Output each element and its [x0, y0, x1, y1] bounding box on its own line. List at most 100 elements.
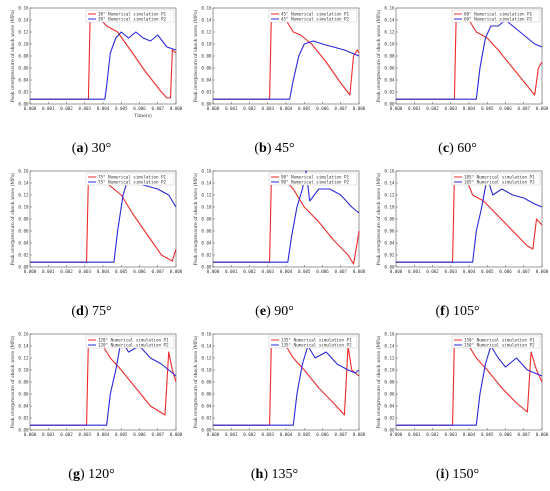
panel-letter: d [76, 304, 84, 319]
panel-paren-open: ( [254, 141, 260, 156]
x-tick-label: 0.002 [243, 106, 256, 111]
y-tick-label: 0.08 [18, 53, 29, 58]
y-axis-label: Peak overpressure of shock wave (MPa) [375, 9, 382, 102]
y-tick-label: 0.14 [201, 180, 212, 185]
y-tick-label: 0.14 [201, 343, 212, 348]
panel-caption: (h) 135° [183, 467, 366, 487]
x-tick-label: 0.000 [207, 432, 220, 437]
legend-box [268, 335, 358, 349]
panel-paren-open: ( [71, 141, 77, 156]
y-tick-label: 0.10 [201, 367, 212, 372]
x-tick-label: 0.005 [481, 269, 494, 274]
y-axis-label: Peak overpressure of shock wave (MPa) [9, 172, 16, 265]
x-tick-label: 0.000 [390, 106, 403, 111]
legend-entry: 90° Numerical simulation P2 [281, 179, 350, 184]
y-tick-label: 0.08 [384, 53, 395, 58]
x-tick-label: 0.006 [499, 432, 512, 437]
y-axis-label: Peak overpressure of shock wave (MPa) [192, 335, 199, 428]
y-tick-label: 0.06 [384, 391, 395, 396]
y-tick-label: 0.00 [18, 264, 29, 269]
panel-angle: ) 75° [83, 304, 112, 319]
y-tick-label: 0.00 [201, 427, 212, 432]
y-tick-label: 0.10 [384, 204, 395, 209]
legend-box [85, 335, 175, 349]
y-axis-label: Peak overpressure of shock wave (MPa) [192, 172, 199, 265]
y-tick-label: 0.00 [18, 427, 29, 432]
panel-paren-open: ( [71, 304, 77, 319]
series-line-p2 [30, 339, 177, 426]
panel-angle: ) 135° [263, 467, 299, 482]
x-tick-label: 0.006 [133, 106, 146, 111]
x-tick-label: 0.007 [334, 432, 347, 437]
x-tick-label: 0.006 [133, 269, 146, 274]
x-tick-label: 0.008 [170, 432, 183, 437]
x-axis-label: Time(s) [134, 112, 152, 119]
y-tick-label: 0.06 [201, 228, 212, 233]
y-tick-label: 0.00 [18, 101, 29, 106]
x-tick-label: 0.007 [151, 432, 164, 437]
x-tick-label: 0.002 [426, 269, 439, 274]
chart-panel: 0.00 0.02 0.04 0.06 0.08 0.10 0.12 0.14 0.16 0.00… [183, 0, 366, 163]
x-tick-label: 0.007 [334, 269, 347, 274]
x-tick-label: 0.000 [207, 106, 220, 111]
x-tick-label: 0.001 [408, 106, 421, 111]
panel-angle: ) 120° [79, 467, 115, 482]
y-tick-label: 0.12 [18, 192, 29, 197]
series-line-p2 [213, 170, 360, 263]
legend-entry: 90° Numerical simulation P1 [281, 174, 350, 179]
panel-paren-open: ( [435, 304, 441, 319]
x-tick-label: 0.002 [243, 432, 256, 437]
panel-angle: ) 90° [266, 304, 294, 319]
x-tick-label: 0.000 [207, 269, 220, 274]
x-tick-label: 0.003 [78, 269, 91, 274]
chart-panel: 0.00 0.02 0.04 0.06 0.08 0.10 0.12 0.14 0.16 0.00… [0, 163, 183, 326]
x-tick-label: 0.005 [298, 269, 311, 274]
x-tick-label: 0.004 [280, 269, 293, 274]
legend-entry: 150° Numerical simulation P1 [464, 337, 535, 342]
plot-frame [212, 170, 360, 268]
panel-letter: g [72, 467, 80, 482]
legend-entry: 75° Numerical simulation P1 [98, 174, 167, 179]
x-tick-label: 0.004 [463, 269, 476, 274]
y-tick-label: 0.16 [18, 331, 29, 336]
panel-letter: a [76, 141, 84, 156]
y-tick-label: 0.10 [18, 204, 29, 209]
y-tick-label: 0.04 [201, 403, 212, 408]
y-tick-label: 0.08 [18, 379, 29, 384]
chart-svg: 0.00 0.02 0.04 0.06 0.08 0.10 0.12 0.14 0.16 0.00… [192, 331, 366, 437]
x-tick-label: 0.007 [151, 106, 164, 111]
legend-box [85, 172, 175, 186]
y-tick-label: 0.12 [18, 355, 29, 360]
panel-letter: i [440, 467, 445, 482]
series-line-p1 [30, 176, 177, 263]
x-tick-label: 0.006 [316, 106, 329, 111]
x-tick-label: 0.003 [261, 269, 274, 274]
y-tick-label: 0.04 [384, 77, 395, 82]
series-line-p2 [396, 176, 543, 263]
y-axis-label: Peak overpressure of shock wave (MPa) [375, 335, 382, 428]
y-tick-label: 0.04 [384, 240, 395, 245]
x-tick-label: 0.004 [97, 432, 110, 437]
legend-entry: 45° Numerical simulation P1 [281, 11, 350, 16]
x-tick-label: 0.002 [60, 269, 73, 274]
y-tick-label: 0.04 [201, 240, 212, 245]
series-line-p1 [213, 176, 360, 265]
chart-panel: 0.00 0.02 0.04 0.06 0.08 0.10 0.12 0.14 0.16 0.00… [0, 326, 183, 489]
panel-caption: (c) 60° [366, 141, 549, 161]
x-tick-label: 0.008 [536, 269, 549, 274]
x-tick-label: 0.008 [170, 106, 183, 111]
chart-panel: 0.00 0.02 0.04 0.06 0.08 0.10 0.12 0.14 0.16 0.00… [0, 0, 183, 163]
chart-svg: 0.00 0.02 0.04 0.06 0.08 0.10 0.12 0.14 0.16 0.00… [192, 5, 366, 111]
x-tick-label: 0.003 [261, 106, 274, 111]
y-tick-label: 0.12 [201, 192, 212, 197]
legend-box [451, 9, 541, 23]
chart-panel: 0.00 0.02 0.04 0.06 0.08 0.10 0.12 0.14 0.16 0.00… [366, 326, 549, 489]
x-tick-label: 0.006 [499, 269, 512, 274]
x-tick-label: 0.005 [115, 106, 128, 111]
y-tick-label: 0.16 [384, 5, 395, 10]
y-tick-label: 0.12 [384, 29, 395, 34]
chart-svg: 0.00 0.02 0.04 0.06 0.08 0.10 0.12 0.14 0.16 0.00… [375, 168, 549, 274]
y-axis-label: Peak overpressure of shock wave (MPa) [192, 9, 199, 102]
chart-svg: 0.00 0.02 0.04 0.06 0.08 0.10 0.12 0.14 0.16 0.00… [9, 168, 183, 274]
legend-box [451, 172, 541, 186]
